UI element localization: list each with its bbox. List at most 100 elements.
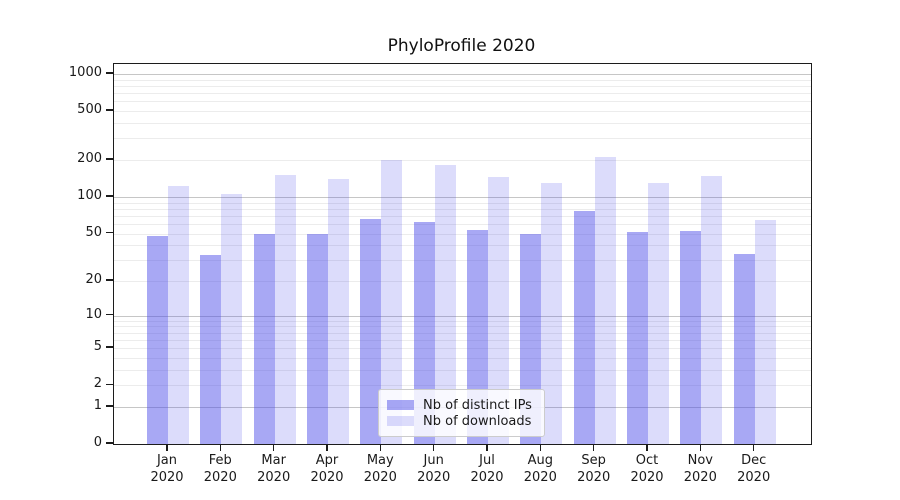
y-tick-mark <box>106 383 113 385</box>
y-tick-mark <box>106 346 113 348</box>
gridline-major <box>114 74 811 75</box>
gridline-minor <box>114 339 811 341</box>
legend-label-downloads: Nb of downloads <box>423 413 532 429</box>
bar-downloads-oct <box>648 182 669 444</box>
bar-downloads-jun <box>434 165 456 444</box>
y-tick-label: 2 <box>93 376 102 392</box>
bar-distinct-ips-feb <box>200 255 222 444</box>
x-tick-label-mar: Mar 2020 <box>257 453 291 485</box>
gridline-minor <box>114 369 811 371</box>
bar-downloads-apr <box>328 179 349 444</box>
gridline-minor <box>114 260 811 262</box>
bar-distinct-ips-jan <box>147 235 168 444</box>
bar-distinct-ips-may <box>360 218 382 444</box>
x-tick-label-jan: Jan 2020 <box>150 453 184 485</box>
x-tick-label-jun: Jun 2020 <box>417 453 451 485</box>
bar-downloads-dec <box>754 219 776 444</box>
legend-swatch-downloads-icon <box>387 416 414 426</box>
y-tick-mark <box>106 279 113 281</box>
x-tick-mark <box>646 444 648 451</box>
x-tick-label-dec: Dec 2020 <box>737 453 771 485</box>
gridline-minor <box>114 138 811 140</box>
x-tick-mark <box>699 444 701 451</box>
gridline-minor <box>114 332 811 334</box>
y-tick-mark <box>106 231 113 234</box>
y-tick-label: 500 <box>77 102 102 118</box>
gridline-minor <box>114 86 811 87</box>
legend-item-downloads: Nb of downloads <box>387 413 544 429</box>
x-tick-mark <box>486 444 488 451</box>
y-tick-mark <box>106 72 113 74</box>
y-tick-label: 1000 <box>68 65 102 80</box>
gridline-minor <box>114 79 811 81</box>
bar-distinct-ips-jun <box>413 222 435 444</box>
y-tick-label: 10 <box>85 306 102 322</box>
bar-downloads-nov <box>701 176 723 444</box>
bar-downloads-may <box>381 160 403 444</box>
x-tick-label-feb: Feb 2020 <box>203 453 237 485</box>
x-tick-mark <box>593 444 595 451</box>
y-tick-label: 200 <box>77 151 102 166</box>
gridline-minor <box>114 326 811 328</box>
bar-downloads-jul <box>488 177 509 444</box>
x-tick-label-nov: Nov 2020 <box>683 453 717 485</box>
bar-distinct-ips-oct <box>627 232 648 444</box>
x-tick-mark <box>219 444 221 451</box>
gridline-minor <box>114 385 811 387</box>
gridline-minor <box>114 245 811 247</box>
gridline-minor <box>114 160 811 161</box>
x-tick-mark <box>166 444 168 451</box>
bar-downloads-feb <box>221 194 243 444</box>
bar-downloads-jan <box>168 186 189 444</box>
gridline-minor <box>114 111 811 113</box>
y-tick-label: 0 <box>93 435 102 450</box>
gridline-minor <box>114 101 811 103</box>
x-tick-mark <box>273 444 275 451</box>
y-tick-mark <box>106 442 113 444</box>
x-tick-mark <box>539 444 541 451</box>
gridline-minor <box>114 215 811 217</box>
x-tick-mark <box>753 444 755 451</box>
x-tick-mark <box>379 444 381 451</box>
x-tick-label-apr: Apr 2020 <box>310 453 344 485</box>
gridline-minor <box>114 233 811 235</box>
y-tick-label: 5 <box>93 339 102 355</box>
x-tick-label-oct: Oct 2020 <box>630 453 664 485</box>
x-tick-mark <box>326 444 328 451</box>
gridline-minor <box>114 348 811 350</box>
gridline-major <box>114 196 811 198</box>
bar-distinct-ips-dec <box>733 253 755 444</box>
legend: Nb of distinct IPs Nb of downloads <box>378 389 545 437</box>
bar-distinct-ips-nov <box>680 231 702 444</box>
y-tick-label: 1 <box>93 397 102 413</box>
y-tick-mark <box>106 158 113 160</box>
x-tick-label-aug: Aug 2020 <box>523 453 557 485</box>
x-tick-mark <box>433 444 435 451</box>
y-tick-label: 50 <box>85 224 102 240</box>
gridline-minor <box>114 223 811 225</box>
y-tick-mark <box>106 405 113 407</box>
gridline-minor <box>114 93 811 95</box>
x-tick-label-may: May 2020 <box>363 453 397 485</box>
legend-label-distinct-ips: Nb of distinct IPs <box>423 397 532 413</box>
gridline-minor <box>114 357 811 359</box>
bar-distinct-ips-apr <box>307 233 328 444</box>
gridline-minor <box>114 123 811 124</box>
plot-area <box>113 63 812 445</box>
gridline-minor <box>114 202 811 204</box>
bar-distinct-ips-mar <box>253 233 275 444</box>
gridline-minor <box>114 208 811 210</box>
y-tick-mark <box>106 195 113 197</box>
legend-item-distinct-ips: Nb of distinct IPs <box>387 397 544 413</box>
x-tick-label-sep: Sep 2020 <box>577 453 611 485</box>
legend-swatch-distinct-ips-icon <box>387 400 414 410</box>
chart-title: PhyloProfile 2020 <box>387 36 536 56</box>
x-tick-label-jul: Jul 2020 <box>470 453 504 485</box>
y-tick-mark <box>106 109 113 111</box>
bar-distinct-ips-sep <box>573 210 595 444</box>
bar-downloads-aug <box>541 182 563 444</box>
gridline-minor <box>114 281 811 282</box>
gridline-minor <box>114 320 811 322</box>
bar-downloads-mar <box>274 174 296 444</box>
